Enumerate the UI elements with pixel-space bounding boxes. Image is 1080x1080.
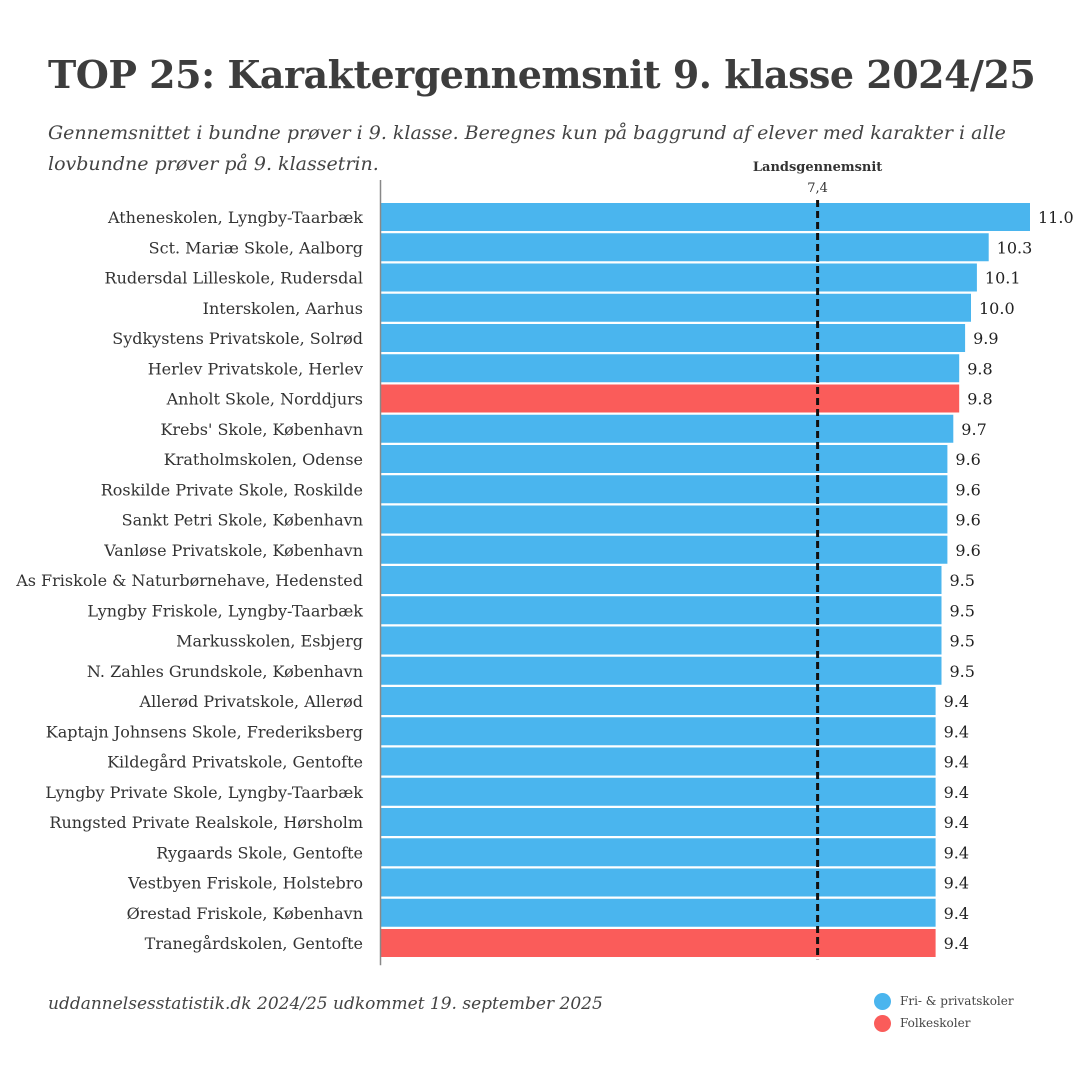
bar [381,868,936,897]
bar [381,898,936,927]
bar [381,596,942,625]
category-label: Sct. Mariæ Skole, Aalborg [149,238,363,257]
bar-chart: Atheneskolen, Lyngby-Taarbæk 11.0 Sct. Mar… [15,160,1074,966]
bar [381,445,948,473]
bar [381,354,960,383]
value-label: 9.6 [955,480,980,499]
bar [381,717,936,746]
legend-swatch-private [874,992,891,1010]
chart-title: TOP 25: Karaktergennemsnit 9. klasse 202… [48,52,1036,97]
category-label: Rungsted Private Realskole, Hørsholm [49,813,363,832]
reference-line-value: 7,4 [807,181,828,196]
category-label: Markusskolen, Esbjerg [176,632,363,651]
category-label: Kratholmskolen, Odense [164,450,363,469]
value-label: 9.4 [944,753,969,772]
category-label: Vestbyen Friskole, Holstebro [127,874,363,893]
bar [381,747,936,776]
category-label: Vanløse Privatskole, København [103,541,363,560]
legend-item-public: Folkeskoler [874,1012,1014,1034]
bar [381,626,942,655]
value-label: 9.8 [967,359,992,378]
bar [381,203,1030,231]
category-label: Roskilde Private Skole, Roskilde [101,480,363,499]
category-label: Sydkystens Privatskole, Solrød [112,329,363,348]
value-label: 9.6 [955,511,980,530]
value-label: 9.6 [955,450,980,469]
category-label: Kildegård Privatskole, Gentofte [107,753,363,772]
bar [381,263,977,292]
value-label: 9.4 [944,904,969,923]
bar [381,808,936,836]
category-label: Interskolen, Aarhus [203,299,363,318]
category-label: Tranegårdskolen, Gentofte [145,934,363,953]
category-label: Rygaards Skole, Gentofte [156,843,363,862]
bar [381,566,942,594]
value-label: 9.7 [961,420,986,439]
category-label: Ørestad Friskole, København [127,904,363,923]
value-label: 11.0 [1038,208,1074,227]
value-label: 9.5 [950,632,975,651]
bar [381,233,989,262]
category-label: Sankt Petri Skole, København [122,511,363,530]
value-label: 9.4 [944,692,969,711]
bar [381,414,954,443]
category-label: N. Zahles Grundskole, København [87,662,363,681]
value-label: 9.4 [944,843,969,862]
legend-swatch-public [874,1014,891,1032]
bar [381,293,971,322]
bar [381,687,936,715]
bar [381,324,966,352]
value-label: 10.3 [997,238,1033,257]
category-label: Lyngby Private Skole, Lyngby-Taarbæk [45,783,363,802]
value-label: 9.9 [973,329,998,348]
bar [381,475,948,504]
value-label: 9.4 [944,874,969,893]
value-label: 9.4 [944,722,969,741]
bar [381,656,942,685]
category-label: Herlev Privatskole, Herlev [148,359,363,378]
legend: Fri- & privatskoler Folkeskoler [874,990,1014,1034]
value-label: 9.4 [944,934,969,953]
category-label: Anholt Skole, Norddjurs [166,390,363,409]
value-label: 9.5 [950,662,975,681]
source-note: uddannelsesstatistik.dk 2024/25 udkommet… [48,994,603,1014]
reference-line-label: Landsgennemsnit [753,160,882,175]
bar [381,929,936,957]
value-label: 9.5 [950,571,975,590]
category-label: As Friskole & Naturbørnehave, Hedensted [15,571,363,590]
category-label: Atheneskolen, Lyngby-Taarbæk [107,208,363,227]
chart-subtitle: Gennemsnittet i bundne prøver i 9. klass… [48,122,1006,175]
value-label: 10.1 [985,269,1021,288]
bar [381,384,960,413]
bar [381,535,948,564]
bar [381,777,936,806]
category-label: Allerød Privatskole, Allerød [139,692,363,711]
bar [381,505,948,534]
category-label: Krebs' Skole, København [160,420,363,439]
category-label: Kaptajn Johnsens Skole, Frederiksberg [46,722,363,741]
legend-label-private: Fri- & privatskoler [900,994,1014,1008]
category-label: Lyngby Friskole, Lyngby-Taarbæk [87,601,363,620]
value-label: 10.0 [979,299,1015,318]
legend-label-public: Folkeskoler [900,1016,971,1030]
value-label: 9.4 [944,783,969,802]
value-label: 9.8 [967,390,992,409]
value-label: 9.6 [955,541,980,560]
bar [381,838,936,867]
value-label: 9.4 [944,813,969,832]
legend-item-private: Fri- & privatskoler [874,990,1014,1012]
value-label: 9.5 [950,601,975,620]
category-label: Rudersdal Lilleskole, Rudersdal [105,269,363,288]
